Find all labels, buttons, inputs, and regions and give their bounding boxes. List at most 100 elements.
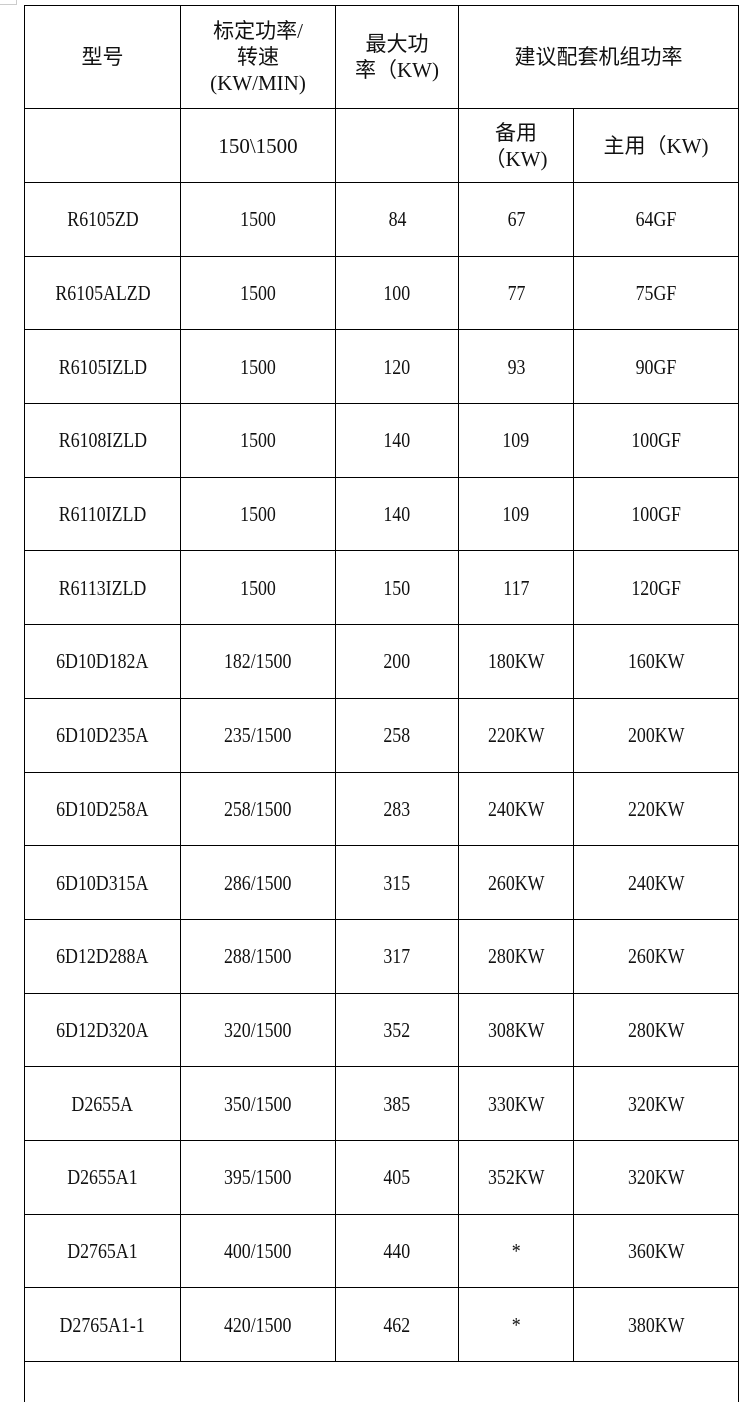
cell-text: 315: [384, 870, 411, 896]
cell-max-power: 283: [336, 772, 459, 846]
cell-text: R6105ALZD: [55, 280, 150, 306]
cell-standby-power: 240KW: [459, 772, 574, 846]
cell-prime-power: 100GF: [574, 404, 739, 478]
cell-text: 283: [384, 796, 411, 822]
header-max-line2: 率（KW): [338, 57, 456, 83]
cell-rated-power: 1500: [181, 256, 336, 330]
subheader-model: [25, 109, 181, 183]
cell-text: D2655A: [72, 1091, 133, 1117]
cell-model: D2655A1: [25, 1140, 181, 1214]
cell-text: 320KW: [628, 1164, 685, 1190]
cell-text: 6D12D320A: [56, 1017, 148, 1043]
cell-text: 140: [384, 427, 411, 453]
cell-text: 308KW: [488, 1017, 545, 1043]
cell-max-power: 150: [336, 551, 459, 625]
cell-text: 6D10D182A: [56, 648, 148, 674]
cell-model: R6108IZLD: [25, 404, 181, 478]
subheader-standby-line1: 备用: [461, 120, 571, 146]
cell-text: 1500: [240, 280, 276, 306]
cell-text: R6110IZLD: [59, 501, 147, 527]
cell-model: D2655A: [25, 1067, 181, 1141]
cell-text: 1500: [240, 427, 276, 453]
cell-text: 1500: [240, 206, 276, 232]
cell-rated-power: 1500: [181, 330, 336, 404]
cell-model: R6110IZLD: [25, 477, 181, 551]
cell-prime-power: 64GF: [574, 183, 739, 257]
cell-text: 260KW: [628, 943, 685, 969]
subheader-standby-line2: （KW): [461, 146, 571, 172]
cell-text: 84: [388, 206, 406, 232]
cell-text: 182/1500: [224, 648, 291, 674]
cell-text: 235/1500: [224, 722, 291, 748]
cell-text: 1500: [240, 501, 276, 527]
cell-model: R6105ZD: [25, 183, 181, 257]
cell-text: R6105ZD: [67, 206, 138, 232]
cell-text: 330KW: [488, 1091, 545, 1117]
cell-text: 1500: [240, 354, 276, 380]
cell-rated-power: 395/1500: [181, 1140, 336, 1214]
subheader-row: 150\1500 备用 （KW) 主用（KW): [25, 109, 739, 183]
page-corner-mark: [0, 0, 17, 5]
cell-standby-power: 260KW: [459, 846, 574, 920]
header-rated-line1: 标定功率/: [183, 18, 333, 44]
cell-prime-power: 360KW: [574, 1214, 739, 1288]
cell-prime-power: 75GF: [574, 256, 739, 330]
cell-text: D2765A1: [67, 1238, 137, 1264]
cell-model: 6D10D315A: [25, 846, 181, 920]
cell-text: 280KW: [628, 1017, 685, 1043]
cell-model: 6D10D235A: [25, 698, 181, 772]
cell-text: R6113IZLD: [59, 575, 147, 601]
subheader-max: [336, 109, 459, 183]
header-rated-line3: (KW/MIN): [183, 70, 333, 96]
cell-model: 6D12D320A: [25, 993, 181, 1067]
cell-text: 320KW: [628, 1091, 685, 1117]
cell-text: 420/1500: [224, 1312, 291, 1338]
cell-prime-power: 120GF: [574, 551, 739, 625]
cell-text: 93: [507, 354, 525, 380]
cell-standby-power: 180KW: [459, 625, 574, 699]
cell-standby-power: 330KW: [459, 1067, 574, 1141]
cell-text: 462: [384, 1312, 411, 1338]
header-rated-power: 标定功率/ 转速 (KW/MIN): [181, 6, 336, 109]
cell-rated-power: 288/1500: [181, 919, 336, 993]
cell-rated-power: 420/1500: [181, 1288, 336, 1362]
cell-text: 258/1500: [224, 796, 291, 822]
cell-prime-power: 240KW: [574, 846, 739, 920]
cell-max-power: 352: [336, 993, 459, 1067]
cell-text: 395/1500: [224, 1164, 291, 1190]
cell-text: 400/1500: [224, 1238, 291, 1264]
cell-text: *: [512, 1312, 521, 1338]
cell-prime-power: 220KW: [574, 772, 739, 846]
cell-standby-power: 109: [459, 477, 574, 551]
cell-text: 440: [384, 1238, 411, 1264]
cell-text: 220KW: [628, 796, 685, 822]
cell-text: R6105IZLD: [58, 354, 146, 380]
cell-max-power: 140: [336, 477, 459, 551]
empty-row: [25, 1362, 739, 1402]
cell-text: 77: [507, 280, 525, 306]
cell-text: 280KW: [488, 943, 545, 969]
header-model: 型号: [25, 6, 181, 109]
cell-prime-power: 100GF: [574, 477, 739, 551]
cell-max-power: 462: [336, 1288, 459, 1362]
cell-model: 6D10D258A: [25, 772, 181, 846]
cell-text: 320/1500: [224, 1017, 291, 1043]
cell-standby-power: 117: [459, 551, 574, 625]
cell-max-power: 84: [336, 183, 459, 257]
cell-max-power: 140: [336, 404, 459, 478]
header-row: 型号 标定功率/ 转速 (KW/MIN) 最大功 率（KW) 建议配套机组功率: [25, 6, 739, 109]
cell-text: 352KW: [488, 1164, 545, 1190]
cell-model: R6105ALZD: [25, 256, 181, 330]
cell-standby-power: *: [459, 1214, 574, 1288]
cell-model: 6D12D288A: [25, 919, 181, 993]
cell-prime-power: 280KW: [574, 993, 739, 1067]
cell-model: R6113IZLD: [25, 551, 181, 625]
cell-standby-power: 220KW: [459, 698, 574, 772]
cell-standby-power: *: [459, 1288, 574, 1362]
cell-text: 200: [384, 648, 411, 674]
cell-text: 140: [384, 501, 411, 527]
